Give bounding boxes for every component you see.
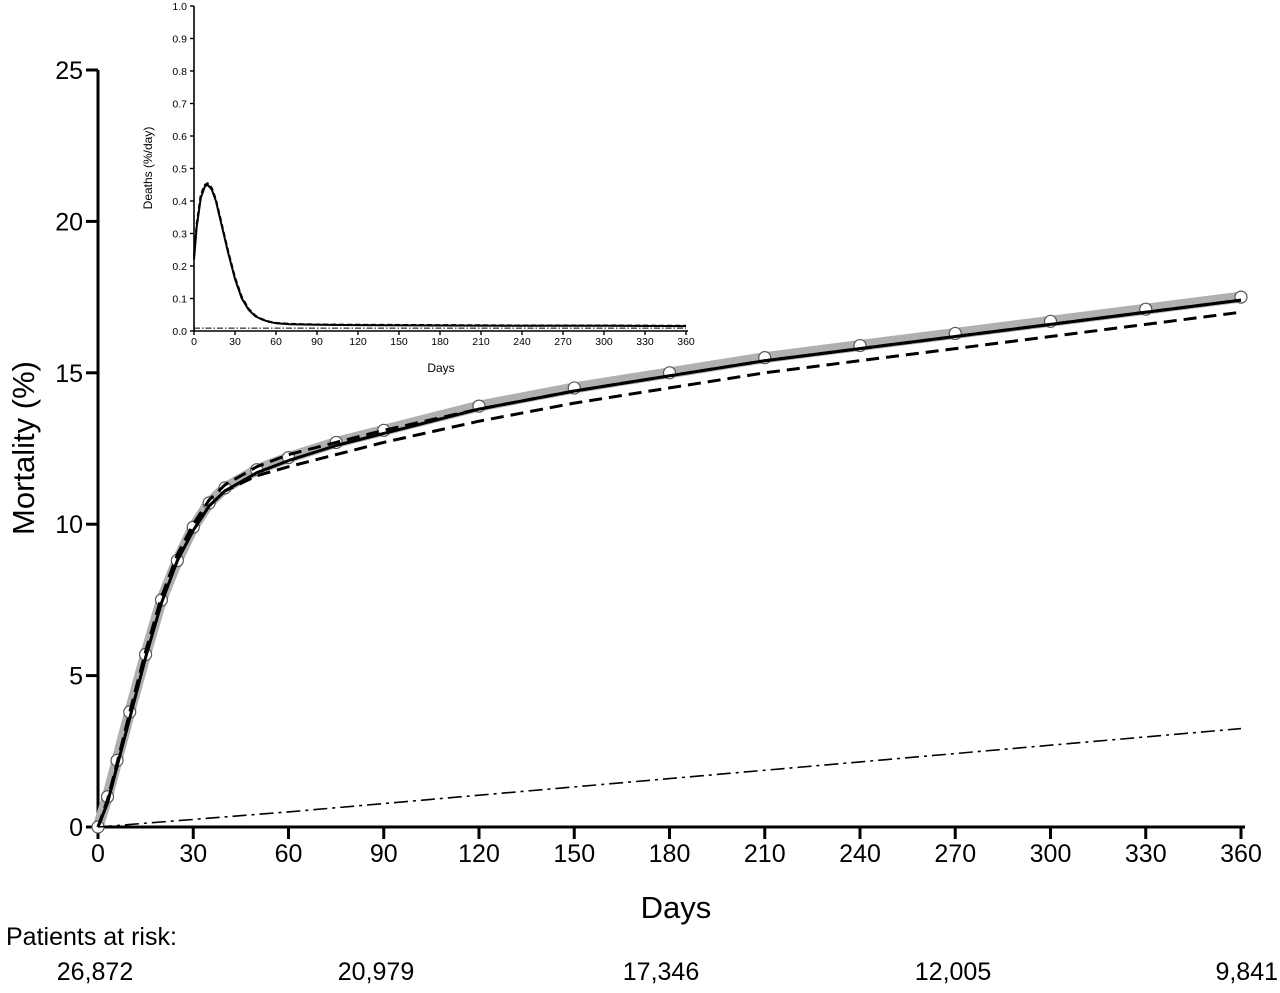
main-x-tick-label: 120 <box>458 840 500 868</box>
inset-y-axis-title: Deaths (%/day) <box>141 127 155 210</box>
inset-y-tick-label: 0.0 <box>172 326 187 338</box>
inset-x-tick-label: 300 <box>595 336 613 348</box>
inset-series-1-line <box>193 182 687 327</box>
main-x-tick-label: 180 <box>649 840 691 868</box>
inset-x-tick-label: 360 <box>677 336 695 348</box>
main-y-tick-label: 10 <box>55 511 83 539</box>
patients-at-risk-value: 12,005 <box>915 958 991 986</box>
inset-x-tick-label: 60 <box>270 336 282 348</box>
inset-axes: 0 30 60 90 120 150 180 210 240 270 300 330 360 0.0 0.1… <box>172 1 695 348</box>
main-y-tick-label: 15 <box>55 360 83 388</box>
main-x-tick-label: 30 <box>179 840 207 868</box>
main-x-tick-label: 240 <box>839 840 881 868</box>
inset-x-tick-label: 30 <box>229 336 241 348</box>
main-x-tick-label: 60 <box>275 840 303 868</box>
main-series-3-line <box>96 310 1242 828</box>
inset-y-tick-label: 1.0 <box>172 1 187 13</box>
main-y-tick-label: 5 <box>69 663 83 691</box>
inset-x-tick-label: 90 <box>311 336 323 348</box>
main-y-tick-label: 25 <box>55 57 83 85</box>
inset-y-tick-label: 0.3 <box>172 229 187 241</box>
inset-x-tick-label: 210 <box>472 336 490 348</box>
main-x-tick-label: 360 <box>1220 840 1262 868</box>
inset-x-tick-label: 270 <box>554 336 572 348</box>
inset-y-tick-label: 0.6 <box>172 131 187 143</box>
main-x-tick-label: 0 <box>91 840 105 868</box>
main-x-axis-title: Days <box>641 890 712 925</box>
patients-at-risk-value: 9,841 <box>1215 958 1278 986</box>
patients-at-risk-value: 17,346 <box>623 958 699 986</box>
inset-series <box>193 182 687 329</box>
main-series <box>91 290 1248 834</box>
inset-chart: 0 30 60 90 120 150 180 210 240 270 300 330 360 0.0 0.1… <box>141 0 695 375</box>
patients-at-risk-table: Patients at risk: 26,872 20,979 17,346 12,0… <box>6 923 1278 986</box>
inset-y-tick-label: 0.1 <box>172 294 187 306</box>
patients-at-risk-values: 26,872 20,979 17,346 12,005 9,841 <box>57 958 1278 986</box>
main-x-tick-label: 90 <box>370 840 398 868</box>
inset-x-tick-label: 240 <box>513 336 531 348</box>
main-series-1-line <box>96 298 1242 828</box>
main-x-tick-label: 300 <box>1030 840 1072 868</box>
main-y-tick-label: 0 <box>69 814 83 842</box>
inset-x-tick-label: 150 <box>390 336 408 348</box>
inset-y-tick-label: 0.4 <box>172 196 187 208</box>
inset-background <box>194 0 688 335</box>
inset-x-tick-label: 0 <box>191 336 197 348</box>
inset-x-tick-label: 180 <box>431 336 449 348</box>
inset-x-axis-title: Days <box>427 361 454 375</box>
inset-y-tick-label: 0.9 <box>172 34 187 46</box>
main-x-tick-label: 330 <box>1125 840 1167 868</box>
inset-y-tick-label: 0.5 <box>172 164 187 176</box>
inset-y-tick-label: 0.2 <box>172 261 187 273</box>
inset-y-tick-label: 0.8 <box>172 66 187 78</box>
main-chart: 0 30 60 90 120 150 180 210 240 270 300 330 360051015… <box>6 57 1262 925</box>
main-x-tick-label: 150 <box>553 840 595 868</box>
patients-at-risk-value: 20,979 <box>338 958 414 986</box>
patients-at-risk-value: 26,872 <box>57 958 133 986</box>
main-series-4-line <box>97 727 1242 828</box>
main-y-tick-label: 20 <box>55 208 83 236</box>
main-x-tick-label: 210 <box>744 840 786 868</box>
patients-at-risk-label: Patients at risk: <box>6 923 177 951</box>
main-x-tick-label: 270 <box>934 840 976 868</box>
inset-y-tick-label: 0.7 <box>172 99 187 111</box>
main-y-axis-title: Mortality (%) <box>6 361 41 535</box>
main-axes: 0 30 60 90 120 150 180 210 240 270 300 330 360051015… <box>55 57 1262 868</box>
inset-x-tick-label: 330 <box>636 336 654 348</box>
inset-x-tick-label: 120 <box>349 336 367 348</box>
